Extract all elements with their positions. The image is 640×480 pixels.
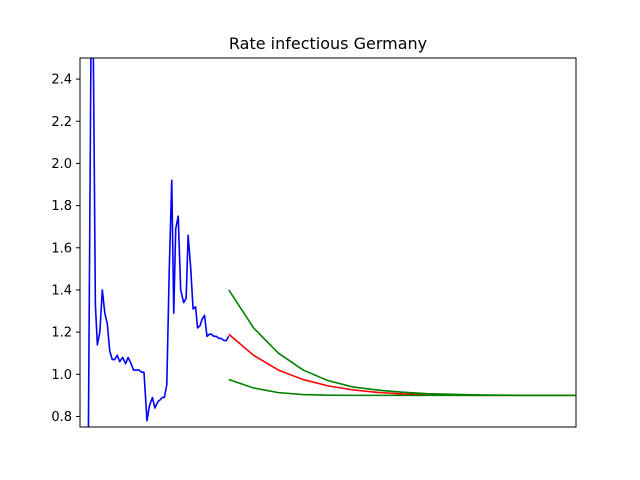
series-line-3 xyxy=(228,378,576,397)
y-tick-label: 2.4 xyxy=(51,73,72,88)
y-axis: 0.8 1.0 1.2 1.4 1.6 1.8 2.0 2.2 2.4 xyxy=(51,73,80,425)
y-tick-label: 1.4 xyxy=(51,283,72,298)
plot-frame xyxy=(79,57,577,428)
y-tick-label: 1.8 xyxy=(51,199,72,214)
y-tick-label: 0.8 xyxy=(51,410,72,425)
y-tick-label: 2.0 xyxy=(51,157,72,172)
y-tick-label: 1.6 xyxy=(51,241,72,256)
series-line-0 xyxy=(87,58,230,427)
y-tick-label: 2.2 xyxy=(51,115,72,130)
y-tick-label: 1.2 xyxy=(51,326,72,341)
y-tick-label: 1.0 xyxy=(51,368,72,383)
chart-title: Rate infectious Germany xyxy=(229,34,427,53)
series-layer xyxy=(87,58,576,427)
